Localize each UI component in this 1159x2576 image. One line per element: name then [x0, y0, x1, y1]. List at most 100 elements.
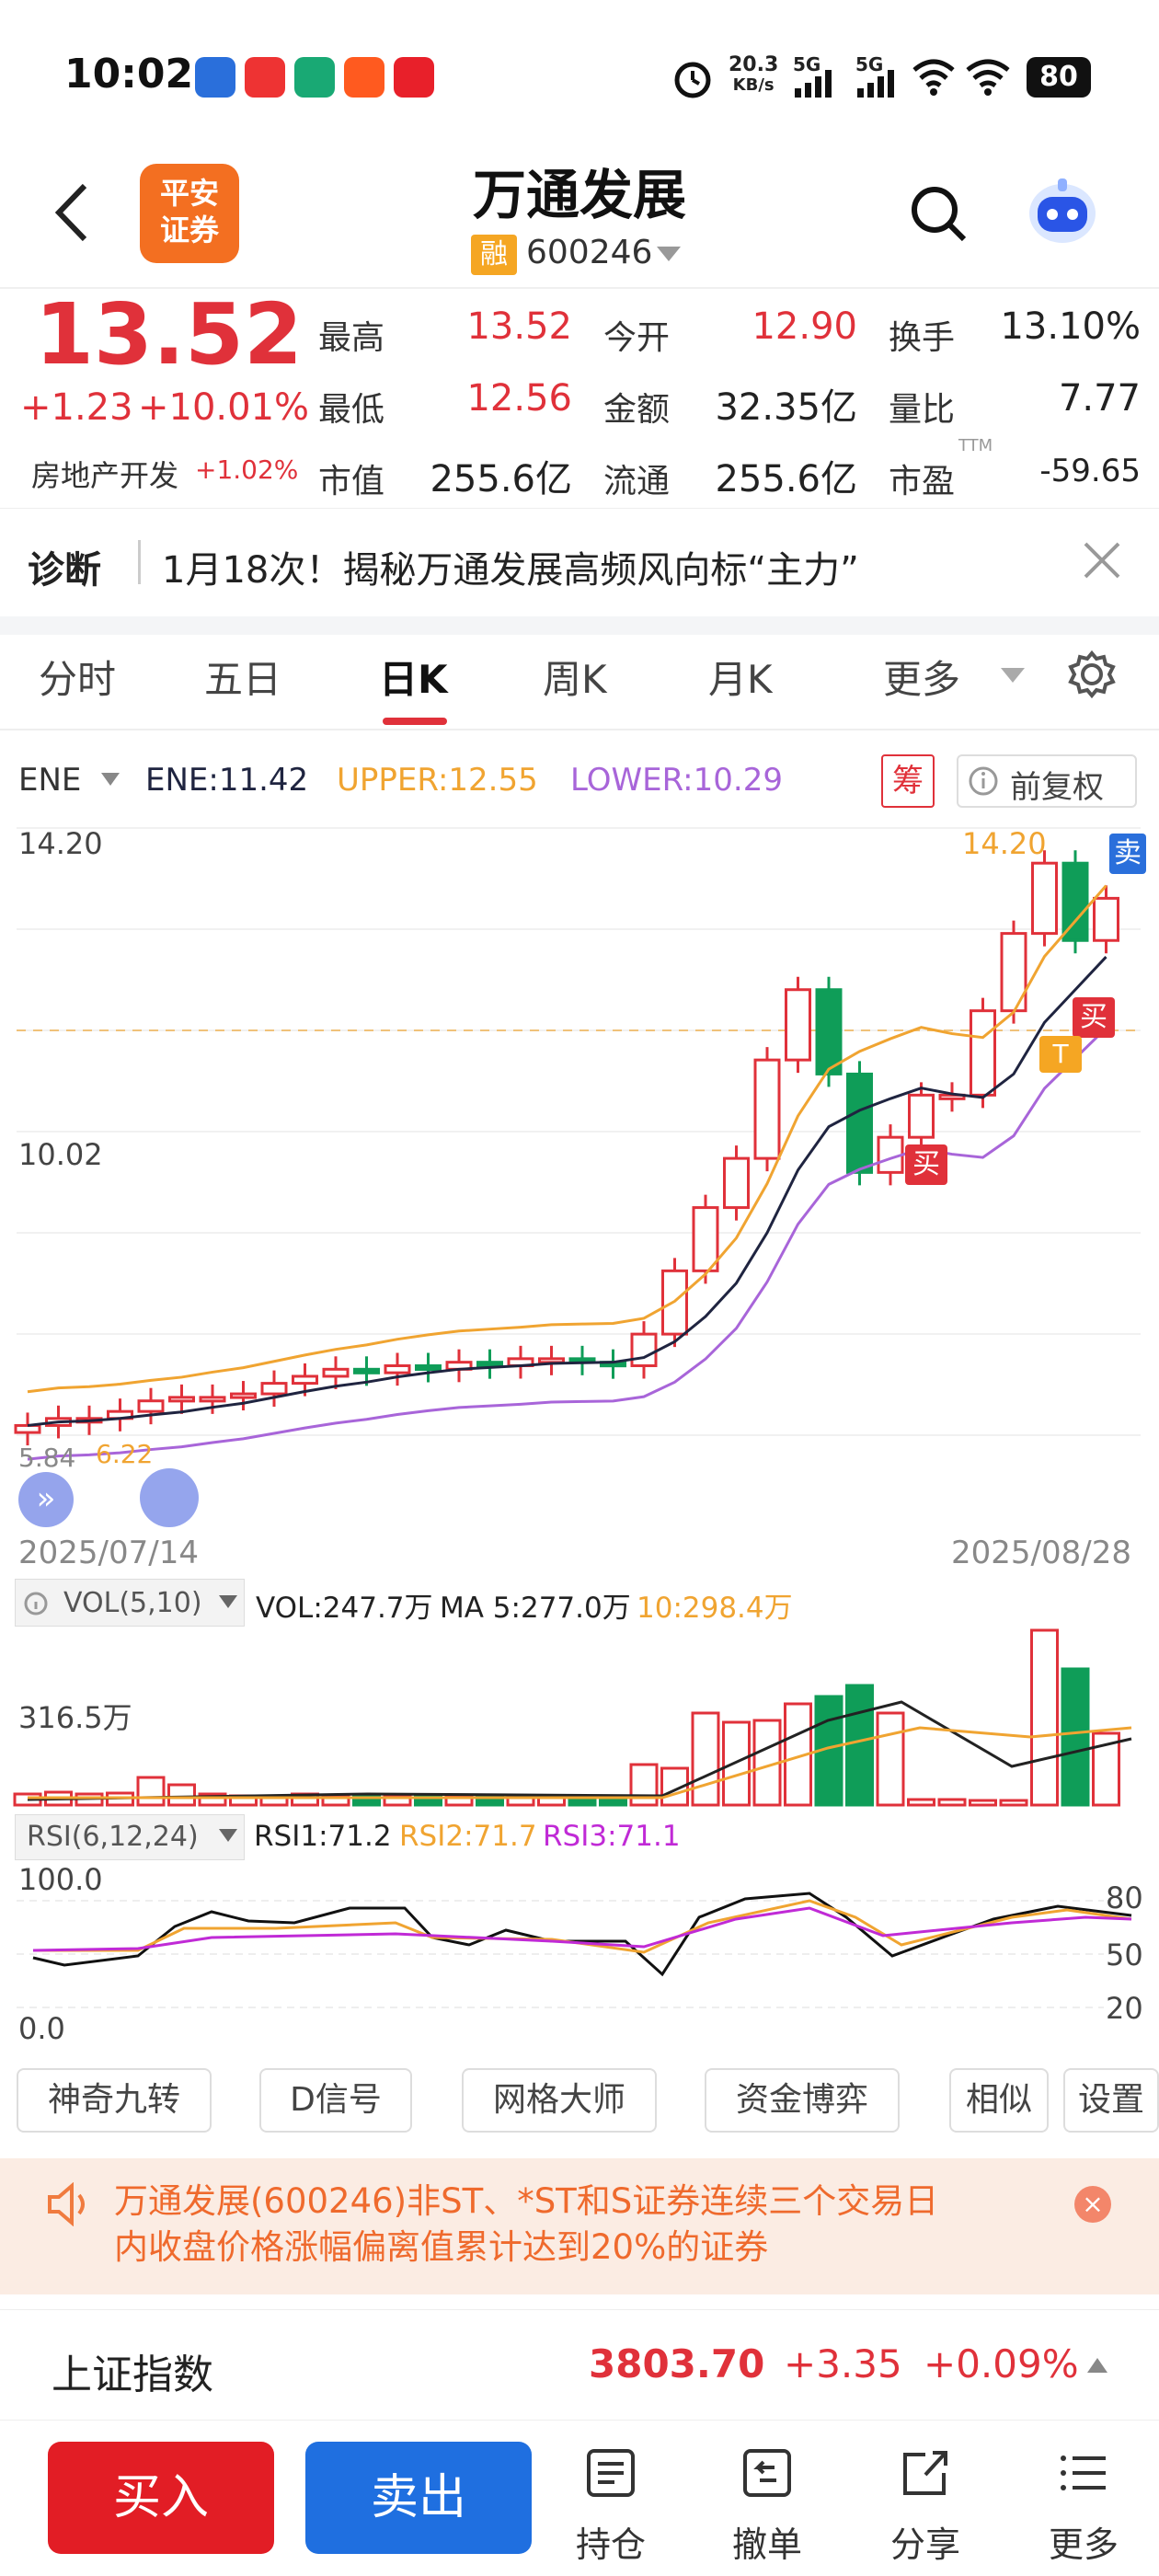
cancel-order-label[interactable]: 撤单: [731, 2524, 802, 2565]
close-icon[interactable]: ×: [1074, 2186, 1111, 2223]
share-icon[interactable]: [898, 2447, 953, 2499]
candle-body: [322, 1367, 350, 1378]
tab-weekly-k[interactable]: 周K: [543, 657, 607, 702]
more-menu-icon[interactable]: [1056, 2447, 1111, 2499]
candle-body: [230, 1392, 257, 1399]
cancel-order-icon[interactable]: [740, 2447, 795, 2499]
rsi1-value: RSI1:71.2: [254, 1820, 392, 1853]
search-icon[interactable]: [907, 182, 970, 245]
tool-button-fund-game[interactable]: 资金博弈: [705, 2068, 900, 2133]
quote-label-amount: 金额: [603, 391, 671, 429]
sell-button[interactable]: 卖出: [305, 2442, 532, 2554]
settings-gear-icon[interactable]: [1067, 650, 1117, 699]
buy-button[interactable]: 买入: [48, 2442, 274, 2554]
tool-button-d-signal[interactable]: D信号: [259, 2068, 412, 2133]
volume-bar: [136, 1776, 166, 1807]
vol-value: VOL:247.7万: [256, 1592, 433, 1625]
quote-label-high: 最高: [318, 319, 385, 357]
share-label[interactable]: 分享: [889, 2524, 960, 2565]
quote-value-high: 13.52: [466, 305, 572, 348]
lower-value: LOWER:10.29: [570, 762, 783, 799]
tool-button-settings[interactable]: 设置: [1063, 2068, 1159, 2133]
tab-more[interactable]: 更多: [883, 657, 961, 702]
upper-band-line: [27, 884, 1107, 1394]
candle-body: [199, 1396, 226, 1403]
vol-selector[interactable]: VOL(5,10): [15, 1579, 245, 1627]
date-end-label: 2025/08/28: [951, 1535, 1131, 1571]
chevron-down-icon[interactable]: [99, 771, 121, 788]
robot-assistant-icon[interactable]: [1021, 175, 1104, 248]
quote-label-volratio: 量比: [889, 391, 956, 429]
candle-body: [1031, 861, 1058, 936]
rsi-chart[interactable]: [0, 1862, 1159, 2042]
candle-body: [476, 1361, 503, 1368]
back-arrow-icon[interactable]: [52, 180, 92, 245]
fullscreen-icon[interactable]: [140, 1468, 199, 1527]
chevron-down-icon[interactable]: [217, 1827, 239, 1844]
quote-label-mktcap: 市值: [318, 463, 385, 500]
diagnosis-tag: 诊断: [28, 549, 101, 592]
volume-chart[interactable]: [0, 1628, 1159, 1809]
divider: [0, 287, 1159, 289]
chevron-down-icon[interactable]: [655, 245, 683, 265]
candle-body: [753, 1058, 781, 1160]
chevron-up-icon[interactable]: [1085, 2356, 1109, 2375]
volume-bar: [999, 1799, 1028, 1807]
volume-bar: [167, 1783, 196, 1807]
candle-body: [415, 1363, 442, 1371]
holdings-label[interactable]: 持仓: [575, 2524, 646, 2565]
ene-line: [27, 956, 1107, 1427]
tab-daily-k[interactable]: 日K: [379, 657, 448, 702]
rsi-y-bottom: 0.0: [18, 2011, 65, 2046]
close-icon[interactable]: [1082, 540, 1122, 581]
tool-button-similar[interactable]: 相似: [949, 2068, 1049, 2133]
candle-body: [815, 988, 843, 1075]
index-ticker[interactable]: 上证指数 3803.70 +3.35 +0.09%: [0, 2309, 1159, 2420]
rsi-selector[interactable]: RSI(6,12,24): [15, 1814, 245, 1860]
chip-distribution-button[interactable]: 筹: [881, 754, 935, 808]
volume-bar: [907, 1798, 935, 1807]
sell-signal-tag: 卖: [1109, 834, 1146, 874]
indicator-selector[interactable]: ENE: [18, 762, 82, 799]
volume-bar: [845, 1684, 874, 1807]
kline-chart[interactable]: [0, 810, 1159, 1527]
quote-value-volratio: 7.77: [1058, 377, 1141, 420]
app-notification-icon: [394, 57, 434, 98]
y-axis-high-label: 14.20: [18, 826, 103, 861]
price-change-pct: +10.01%: [138, 386, 310, 429]
wifi-icon: [912, 59, 955, 96]
volume-bar: [937, 1798, 967, 1807]
current-price: 13.52: [35, 285, 304, 384]
tab-intraday[interactable]: 分时: [39, 657, 117, 702]
rsi2-value: RSI2:71.7: [399, 1820, 537, 1853]
tool-button-nine-turn[interactable]: 神奇九转: [17, 2068, 212, 2133]
candle-body: [1061, 861, 1089, 942]
candle-body: [970, 1009, 996, 1097]
candle-body: [168, 1396, 195, 1403]
battery-icon: 80: [1027, 57, 1091, 98]
tab-monthly-k[interactable]: 月K: [708, 657, 773, 702]
chevron-down-icon[interactable]: [217, 1593, 239, 1610]
adjust-type-button[interactable]: 前复权: [957, 754, 1137, 808]
rsi1-line: [32, 1892, 1132, 1977]
rsi-20-label: 20: [1106, 1991, 1143, 2026]
buy-signal-tag: 买: [905, 1144, 947, 1185]
candle-body: [785, 988, 811, 1062]
tab-five-day[interactable]: 五日: [204, 657, 282, 702]
rsi-50-label: 50: [1106, 1938, 1143, 1972]
index-change-pct: +0.09%: [924, 2341, 1079, 2386]
date-start-label: 2025/07/14: [18, 1535, 199, 1571]
quote-value-float: 255.6亿: [715, 458, 857, 500]
more-label[interactable]: 更多: [1048, 2524, 1119, 2565]
tool-button-grid-master[interactable]: 网格大师: [462, 2068, 657, 2133]
expand-left-icon[interactable]: »: [18, 1472, 74, 1527]
adjust-type-label: 前复权: [1010, 769, 1104, 806]
holdings-icon[interactable]: [583, 2447, 638, 2499]
candle-body: [877, 1135, 904, 1174]
sector-name[interactable]: 房地产开发: [31, 458, 179, 493]
upper-value: UPPER:12.55: [337, 762, 538, 799]
volume-bar: [691, 1711, 720, 1807]
quote-value-pe: -59.65: [1039, 453, 1141, 489]
chevron-down-icon[interactable]: [999, 666, 1027, 686]
diagnosis-bar[interactable]: 诊断 1月18次！揭秘万通发展高频风向标“主力”: [0, 508, 1159, 616]
